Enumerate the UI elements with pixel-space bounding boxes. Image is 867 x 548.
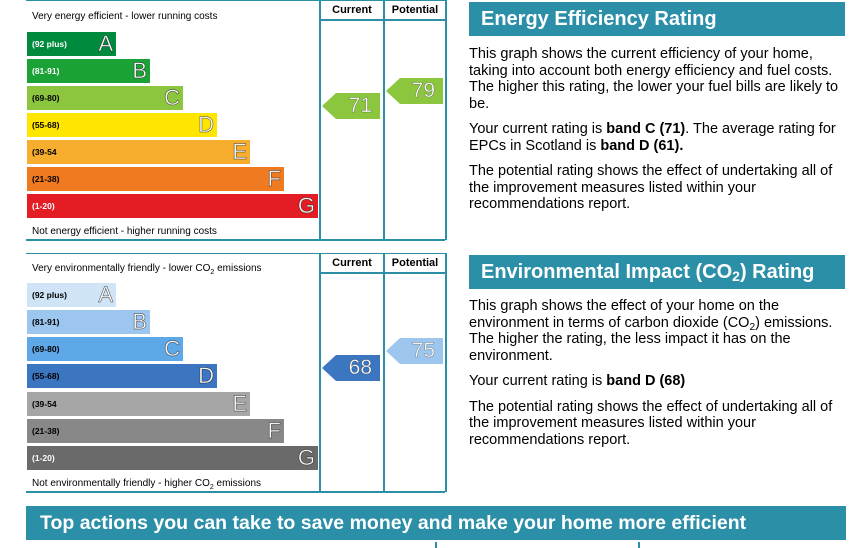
env-band-f: (21-38) F <box>27 419 284 443</box>
energy-rating-band: band C (71) <box>606 121 686 137</box>
energy-info-panel: Energy Efficiency Rating This graph show… <box>469 2 845 222</box>
energy-band-b-range: (81-91) <box>32 66 60 76</box>
env-band-d-range: (55-68) <box>32 371 60 381</box>
energy-band-c-letter: C <box>164 85 181 110</box>
energy-band-g-range: (1-20) <box>32 201 55 211</box>
energy-rating-average-band: band D (61). <box>600 137 684 154</box>
footer-table-divider-2 <box>638 542 640 548</box>
energy-band-d-letter: D <box>198 112 215 137</box>
energy-band-b: (81-91) B <box>27 59 150 83</box>
env-band-f-letter: F <box>267 418 281 443</box>
energy-band-g-letter: G <box>297 193 316 218</box>
env-header-separator <box>321 272 447 274</box>
env-current-arrow: 68 <box>322 355 380 381</box>
top-actions-header: Top actions you can take to save money a… <box>26 506 846 540</box>
env-band-e: (39-54 E <box>27 392 250 416</box>
env-potential-divider <box>383 253 385 492</box>
env-current-header: Current <box>332 257 372 269</box>
env-panel-description: This graph shows the effect of your home… <box>469 298 845 364</box>
energy-band-e-letter: E <box>232 139 247 164</box>
energy-band-a-range: (92 plus) <box>32 39 67 49</box>
env-band-f-range: (21-38) <box>32 426 60 436</box>
env-info-panel: Environmental Impact (CO2) Rating This g… <box>469 255 845 457</box>
energy-band-c-range: (69-80) <box>32 93 60 103</box>
energy-potential-arrow: 79 <box>386 78 443 104</box>
energy-top-caption: Very energy efficient - lower running co… <box>32 11 218 22</box>
env-panel-current-rating: Your current rating is band D (68) <box>469 373 845 390</box>
env-band-d: (55-68) D <box>27 364 217 388</box>
env-band-c-letter: C <box>164 336 181 361</box>
env-right-border <box>445 253 447 492</box>
env-band-b-range: (81-91) <box>32 317 60 327</box>
env-band-g: (1-20) G <box>27 446 318 470</box>
env-panel-title-sub: 2 <box>732 268 740 284</box>
env-top-caption: Very environmentally friendly - lower CO… <box>32 263 262 276</box>
env-bottom-caption: Not environmentally friendly - higher CO… <box>32 478 262 491</box>
energy-band-f-letter: F <box>267 166 281 191</box>
env-band-b: (81-91) B <box>27 310 150 334</box>
energy-header-separator <box>321 19 447 21</box>
energy-potential-divider <box>383 0 385 240</box>
env-band-a: (92 plus) A <box>27 283 116 307</box>
energy-chart-frame <box>26 0 445 241</box>
env-band-g-letter: G <box>297 445 316 470</box>
energy-bottom-caption: Not energy efficient - higher running co… <box>32 226 217 237</box>
energy-current-header: Current <box>332 4 372 16</box>
env-bottom-caption-text: Not environmentally friendly - higher CO <box>32 478 210 489</box>
env-band-g-range: (1-20) <box>32 453 55 463</box>
energy-potential-header: Potential <box>391 4 439 16</box>
env-top-caption-text: Very environmentally friendly - lower CO <box>32 263 211 274</box>
energy-current-arrow: 71 <box>322 93 380 119</box>
energy-band-e: (39-54 E <box>27 140 250 164</box>
env-rating-intro: Your current rating is <box>469 373 607 389</box>
energy-panel-potential-note: The potential rating shows the effect of… <box>469 163 833 212</box>
env-desc-sub: 2 <box>749 321 756 333</box>
env-desc-text: This graph shows the effect of your home… <box>469 298 780 331</box>
energy-band-f-range: (21-38) <box>32 174 60 184</box>
env-desc-end: ) emissions. The higher the rating, the … <box>469 314 833 364</box>
env-top-caption-sub: 2 <box>210 269 215 276</box>
env-potential-header: Potential <box>391 257 439 269</box>
energy-band-f: (21-38) F <box>27 167 284 191</box>
env-band-a-letter: A <box>98 282 113 307</box>
env-rating-band: band D (68) <box>606 373 686 389</box>
env-band-d-letter: D <box>198 363 215 388</box>
energy-band-c: (69-80) C <box>27 86 183 110</box>
energy-panel-current-rating: Your current rating is band C (71). The … <box>469 121 845 154</box>
env-band-b-letter: B <box>132 309 147 334</box>
env-bottom-caption-end: emissions <box>213 478 262 489</box>
env-potential-arrow: 75 <box>386 338 443 364</box>
energy-band-a-letter: A <box>98 31 113 56</box>
env-panel-title-text: Environmental Impact (CO <box>481 261 733 283</box>
energy-panel-title: Energy Efficiency Rating <box>469 2 845 36</box>
env-bottom-caption-sub: 2 <box>209 484 214 491</box>
env-band-c: (69-80) C <box>27 337 183 361</box>
env-band-e-range: (39-54 <box>32 399 57 409</box>
env-chart-frame <box>26 253 445 493</box>
footer-table-divider-1 <box>435 542 437 548</box>
energy-band-d-range: (55-68) <box>32 120 60 130</box>
energy-current-divider <box>319 0 321 240</box>
energy-band-b-letter: B <box>132 58 147 83</box>
env-panel-potential-note: The potential rating shows the effect of… <box>469 398 833 448</box>
energy-band-d: (55-68) D <box>27 113 217 137</box>
energy-panel-description: This graph shows the current efficiency … <box>469 46 839 112</box>
env-panel-title: Environmental Impact (CO2) Rating <box>469 255 845 289</box>
env-top-caption-end: emissions <box>214 263 262 274</box>
energy-band-g: (1-20) G <box>27 194 318 218</box>
energy-rating-average-intro: . The average rating for EPCs in Scotlan… <box>469 121 836 154</box>
env-band-e-letter: E <box>232 391 247 416</box>
env-band-a-range: (92 plus) <box>32 290 67 300</box>
energy-rating-intro: Your current rating is <box>469 121 607 137</box>
env-panel-title-end: ) Rating <box>739 261 815 283</box>
energy-right-border <box>445 0 447 240</box>
energy-band-e-range: (39-54 <box>32 147 57 157</box>
energy-band-a: (92 plus) A <box>27 32 116 56</box>
env-current-divider <box>319 253 321 492</box>
env-band-c-range: (69-80) <box>32 344 60 354</box>
